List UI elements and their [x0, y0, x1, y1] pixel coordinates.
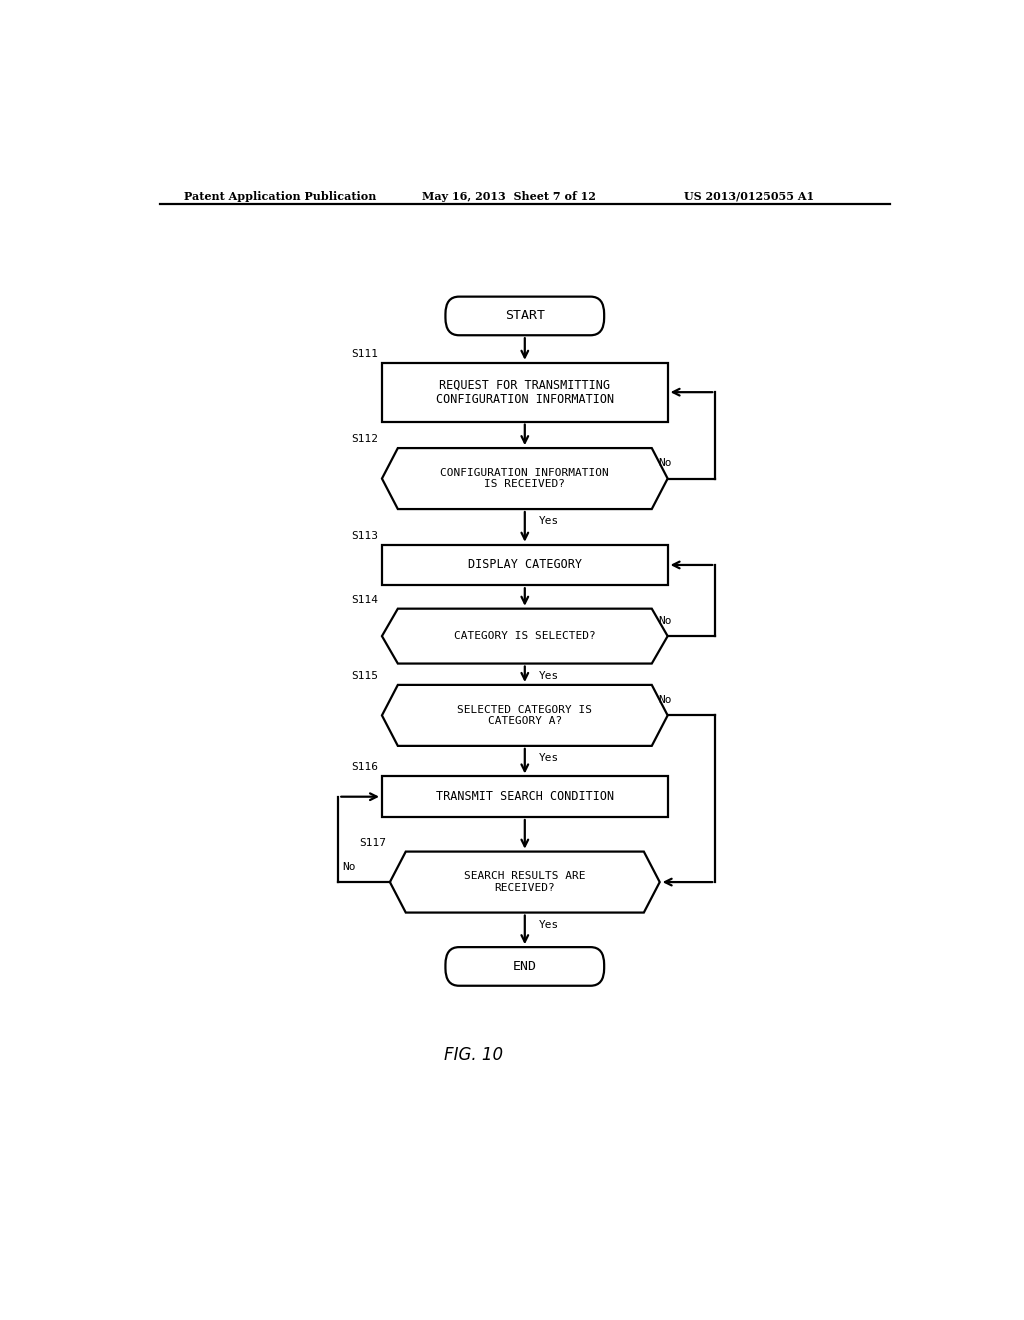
Text: US 2013/0125055 A1: US 2013/0125055 A1 [684, 190, 814, 202]
Text: CONFIGURATION INFORMATION
IS RECEIVED?: CONFIGURATION INFORMATION IS RECEIVED? [440, 467, 609, 490]
Text: No: No [342, 862, 355, 873]
Bar [382, 363, 668, 421]
Text: S111: S111 [351, 348, 378, 359]
Text: CATEGORY IS SELECTED?: CATEGORY IS SELECTED? [454, 631, 596, 642]
Text: Yes: Yes [539, 671, 559, 681]
Text: REQUEST FOR TRANSMITTING
CONFIGURATION INFORMATION: REQUEST FOR TRANSMITTING CONFIGURATION I… [436, 378, 613, 407]
Polygon shape [390, 851, 659, 912]
FancyBboxPatch shape [445, 297, 604, 335]
Text: Yes: Yes [539, 516, 559, 527]
Text: S112: S112 [351, 434, 378, 444]
Text: SEARCH RESULTS ARE
RECEIVED?: SEARCH RESULTS ARE RECEIVED? [464, 871, 586, 892]
Text: No: No [658, 696, 672, 705]
FancyBboxPatch shape [445, 948, 604, 986]
Text: May 16, 2013  Sheet 7 of 12: May 16, 2013 Sheet 7 of 12 [422, 190, 596, 202]
Text: Yes: Yes [539, 920, 559, 929]
Text: SELECTED CATEGORY IS
CATEGORY A?: SELECTED CATEGORY IS CATEGORY A? [458, 705, 592, 726]
Text: Yes: Yes [539, 754, 559, 763]
Bar [382, 545, 668, 585]
Text: No: No [658, 458, 672, 469]
Text: FIG. 10: FIG. 10 [443, 1045, 503, 1064]
Polygon shape [382, 685, 668, 746]
Text: S117: S117 [359, 837, 386, 847]
Text: S113: S113 [351, 531, 378, 541]
Text: DISPLAY CATEGORY: DISPLAY CATEGORY [468, 558, 582, 572]
Bar [382, 776, 668, 817]
Text: TRANSMIT SEARCH CONDITION: TRANSMIT SEARCH CONDITION [436, 791, 613, 803]
Text: S114: S114 [351, 594, 378, 605]
Polygon shape [382, 447, 668, 510]
Text: S115: S115 [351, 671, 378, 681]
Text: END: END [513, 960, 537, 973]
Text: Patent Application Publication: Patent Application Publication [183, 190, 376, 202]
Text: S116: S116 [351, 763, 378, 772]
Text: START: START [505, 309, 545, 322]
Polygon shape [382, 609, 668, 664]
Text: No: No [658, 616, 672, 626]
